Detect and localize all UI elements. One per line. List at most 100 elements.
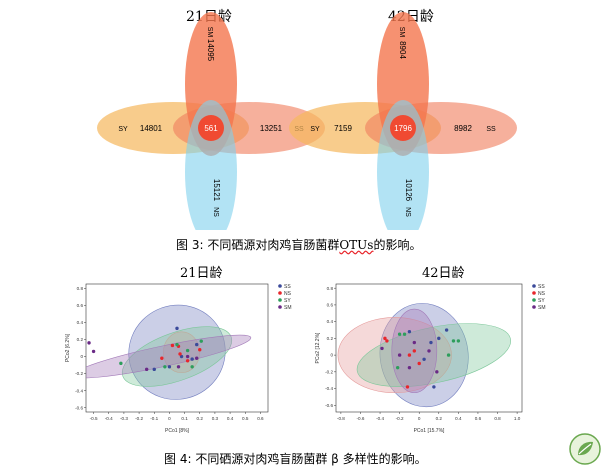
pcoa-point-ns: [160, 356, 164, 360]
pcoa-ellipse-sy: [356, 323, 512, 387]
pcoa-legend-dot: [532, 298, 536, 302]
pcoa-point-sy: [190, 365, 194, 369]
pcoa-legend-label: NS: [538, 291, 546, 297]
pcoa-point-sy: [395, 365, 400, 370]
pcoa-point-sy: [185, 348, 190, 353]
venn-core-circle: [390, 115, 416, 141]
pcoa-point-ns: [405, 385, 410, 389]
pcoa-legend-label: SY: [538, 298, 545, 304]
pcoa-point-sm: [185, 354, 190, 359]
venn-name-ns: NS: [212, 207, 219, 217]
pcoa-point-ss: [437, 336, 441, 341]
venn-value-sm: 8904: [398, 41, 407, 59]
pcoa-ytick-label: -0.6: [325, 403, 333, 408]
pcoa-point-ss: [167, 365, 172, 369]
pcoa-ytick-label: 0.2: [77, 337, 84, 342]
pcoa-legend-dot: [278, 284, 282, 288]
pcoa-point-ns: [170, 343, 175, 348]
pcoa-legend-dot: [532, 284, 536, 288]
pcoa-xtick-label: -0.2: [396, 416, 404, 421]
pcoa-point-sy: [446, 353, 451, 357]
venn-value-sy: 14801: [140, 124, 163, 133]
figure3-caption-label: 图 3:: [176, 238, 204, 252]
pcoa-xlabel: PCo1 [15.7%]: [414, 428, 445, 434]
pcoa-point-sm: [91, 349, 96, 354]
venn-name-ns: NS: [404, 207, 411, 217]
pcoa-legend-dot: [278, 291, 282, 295]
pcoa-point-sy: [119, 361, 123, 366]
pcoa-legend-label: SM: [538, 305, 546, 311]
pcoa-point-ns: [198, 348, 202, 352]
pcoa-xtick-label: -0.6: [357, 416, 365, 421]
venn-name-ss: SS: [486, 126, 496, 133]
pcoa-legend-dot: [532, 291, 536, 295]
pcoa-xtick-label: 0.5: [242, 416, 249, 421]
pcoa-frame: [335, 283, 523, 413]
pcoa-plot-area: [86, 304, 252, 400]
pcoa-ellipse-ns: [163, 331, 201, 374]
venn-name-sy: SY: [118, 126, 128, 133]
venn-0: 56114095151211480113251SMNSSYSS: [97, 12, 325, 230]
pcoa-legend-label: SM: [284, 305, 292, 311]
pcoa-ylabel: PCo2 [12.2%]: [315, 332, 321, 363]
pcoa-ytick-label: 0.4: [327, 319, 334, 324]
pcoa-legend-dot: [278, 298, 282, 302]
venn-core-value: 561: [204, 124, 218, 133]
pcoa-xtick-label: 0.8: [494, 416, 501, 421]
pcoa-point-sy: [402, 332, 407, 336]
pcoa-point-ss: [175, 326, 179, 331]
pcoa-point-ns: [385, 339, 389, 343]
pcoa-legend-label: SS: [538, 284, 545, 290]
pcoa-point-sm: [195, 356, 199, 360]
pcoa-ellipse-ns: [337, 317, 452, 394]
pcoa-ytick-label: 0.8: [77, 286, 84, 291]
venn-ellipse-ns: [185, 100, 237, 230]
pcoa-xtick-label: 1.0: [514, 416, 521, 421]
pcoa-xtick-label: 0.6: [257, 416, 264, 421]
venn-core-circle: [198, 115, 224, 141]
venn-core-value: 1796: [394, 124, 412, 133]
pcoa-point-sy: [456, 339, 461, 343]
venn-value-ns: 15121: [212, 179, 221, 202]
venn-diagrams: 56114095151211480113251SMNSSYSS179689041…: [97, 12, 517, 230]
pcoa-xtick-label: -0.1: [150, 416, 158, 421]
pcoa-xtick-label: -0.4: [376, 416, 384, 421]
pcoa-point-sm: [397, 353, 402, 357]
pcoa-point-ss: [179, 354, 184, 359]
pcoa-point-sy: [397, 332, 402, 336]
pcoa-point-ss: [444, 328, 449, 332]
pcoa-point-ns: [412, 349, 417, 353]
venn-1: 1796 8904 10126 7159 8982 SM NS SY SS: [289, 12, 517, 230]
pcoa-point-ns: [185, 359, 190, 363]
pcoa-point-ns: [178, 352, 182, 356]
venn-ellipse-ns: [377, 100, 429, 230]
pcoa-plot-area: [337, 303, 512, 408]
venn-name-sm: SM: [398, 27, 405, 38]
pcoa-ytick-label: -0.4: [75, 388, 83, 393]
pcoa-plots: -0.5 -0.4 -0.3 -0.2 -0.1 0 0.1 0.2 0.3 0.4 0.5 0.6 0…: [65, 283, 546, 434]
pcoa-point-sm: [435, 370, 439, 374]
pcoa-ytick-label: -0.6: [75, 405, 83, 410]
figure3-caption-suffix: 的影响。: [373, 238, 422, 252]
pcoa-point-sy: [199, 339, 203, 343]
pcoa-xtick-label: 0.2: [436, 416, 443, 421]
pcoa-title-21: 21日龄: [180, 266, 223, 281]
pcoa-point-sm: [87, 341, 91, 345]
pcoa-xtick-label: 0: [168, 416, 171, 421]
pcoa-point-ns: [383, 336, 387, 341]
pcoa-point-ss: [429, 340, 433, 345]
pcoa-ytick-label: -0.4: [325, 386, 333, 391]
pcoa-xtick-label: -0.2: [135, 416, 143, 421]
pcoa-point-sm: [380, 346, 384, 351]
pcoa-point-sm: [176, 365, 181, 369]
pcoa-point-sy: [451, 339, 456, 343]
figure4-caption-label: 图 4:: [164, 452, 192, 466]
venn-value-sm: 14095: [206, 39, 215, 62]
venn-value-sy: 7159: [334, 124, 352, 133]
figure4-caption-text: 不同硒源对肉鸡盲肠菌群 β 多样性的影响。: [195, 452, 427, 466]
pcoa-xtick-label: 0.4: [227, 416, 234, 421]
figure3-caption-text: 不同硒源对肉鸡盲肠菌群: [207, 238, 340, 252]
pcoa-point-sm: [144, 367, 149, 372]
pcoa-point-sy: [163, 365, 167, 369]
pcoa-xtick-label: 0: [418, 416, 421, 421]
